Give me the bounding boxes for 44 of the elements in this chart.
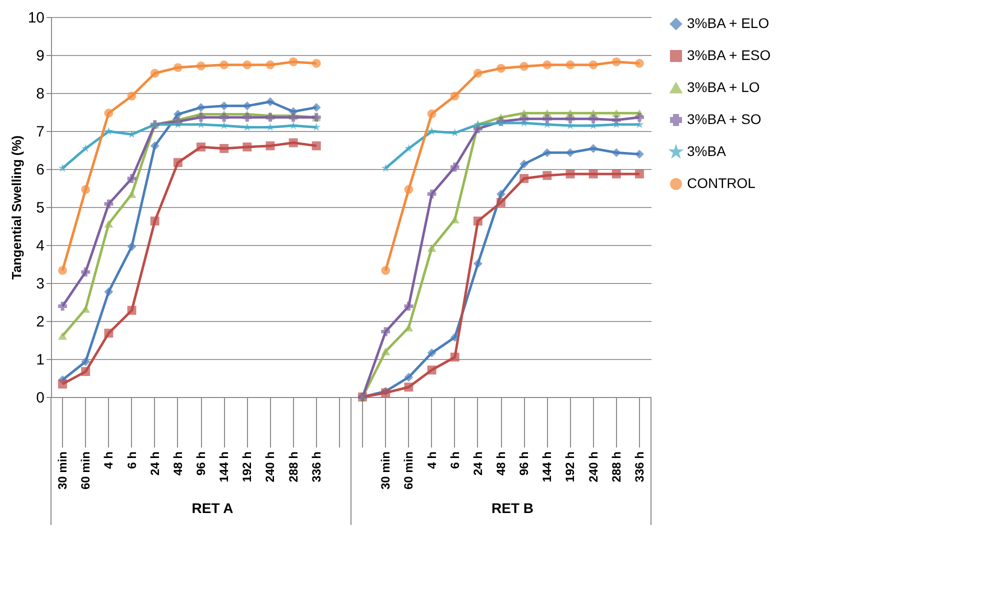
y-tick-label: 3 (36, 276, 44, 292)
y-tick-label: 5 (36, 200, 44, 216)
x-tick-label: 144 h (217, 452, 232, 482)
x-tick-label: 192 h (563, 452, 578, 482)
x-tick-label: 60 min (402, 452, 416, 490)
y-tick-label: 7 (36, 124, 44, 140)
y-tick-label: 8 (36, 86, 44, 102)
x-tick-label: 24 h (148, 452, 162, 476)
x-tick-label: 192 h (240, 452, 254, 482)
y-tick-label: 10 (28, 10, 44, 26)
y-tick-label: 4 (36, 238, 44, 254)
x-tick-label: 6 h (124, 452, 139, 469)
x-tick-label: 336 h (632, 452, 646, 482)
x-tick-label: 30 min (56, 452, 70, 490)
x-tick-label: 4 h (424, 452, 439, 469)
x-tick-label: 288 h (609, 452, 624, 482)
y-tick-label: 0 (36, 390, 44, 406)
legend-label: 3%BA + SO (687, 111, 762, 127)
x-tick-label: 6 h (448, 452, 462, 469)
x-tick-label: 30 min (378, 452, 393, 490)
x-tick-label: 288 h (286, 452, 300, 482)
text: RET B (492, 500, 534, 516)
text: RET A (192, 500, 234, 516)
legend-label: 3%BA (687, 143, 727, 159)
legend-label: 3%BA + ESO (687, 47, 771, 63)
x-tick-label: 48 h (494, 452, 508, 476)
x-tick-label: 4 h (102, 452, 116, 469)
x-tick-label: 24 h (470, 452, 485, 476)
legend-label: 3%BA + ELO (687, 15, 770, 31)
y-tick-label: 1 (36, 352, 44, 368)
y-tick-label: 6 (36, 162, 44, 178)
x-tick-label: 240 h (263, 452, 278, 482)
x-tick-label: 336 h (309, 452, 324, 482)
legend-label: CONTROL (687, 175, 756, 191)
y-tick-label: 2 (36, 314, 44, 330)
legend-label: 3%BA + LO (687, 79, 760, 95)
y-axis-title: Tangential Swelling (%) (8, 135, 24, 280)
x-tick-label: 96 h (194, 452, 208, 476)
y-tick-label: 9 (36, 48, 44, 64)
x-tick-label: 96 h (517, 452, 532, 476)
x-tick-label: 144 h (540, 452, 554, 482)
x-tick-label: 48 h (170, 452, 185, 476)
x-tick-label: 60 min (78, 452, 93, 490)
x-tick-label: 240 h (586, 452, 600, 482)
